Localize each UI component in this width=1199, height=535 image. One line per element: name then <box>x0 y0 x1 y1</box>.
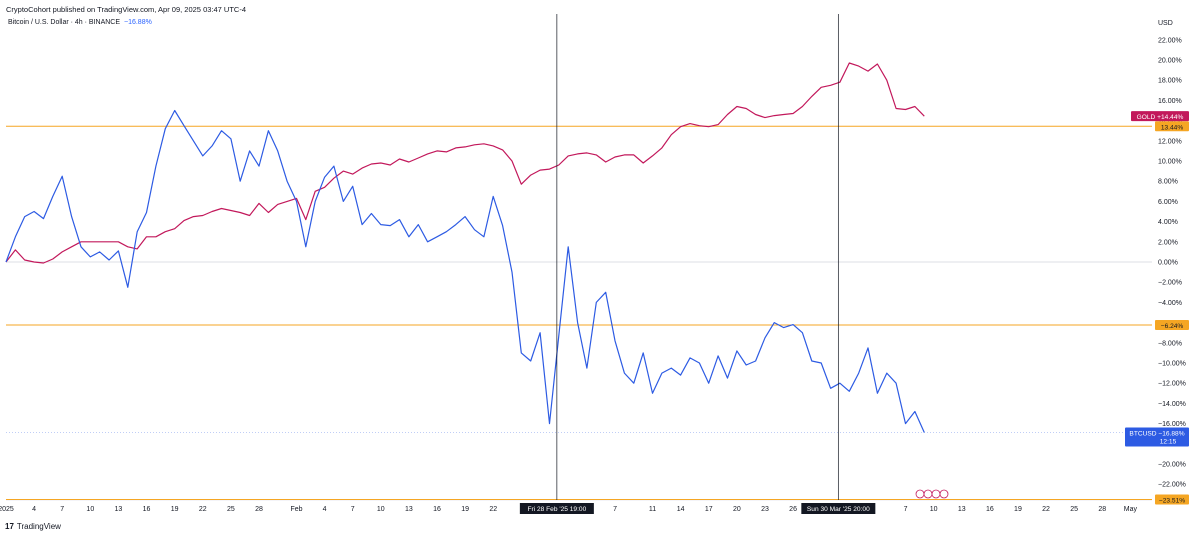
x-tick-label: 4 <box>32 506 36 513</box>
symbol-change: −16.88% <box>123 19 152 26</box>
economic-event-icon <box>923 489 933 499</box>
x-tick-label: 13 <box>405 506 413 513</box>
y-tick-label: −16.00% <box>1158 421 1186 428</box>
series-line-btcusd <box>5 109 925 433</box>
x-tick-label: 19 <box>1014 506 1022 513</box>
symbol-legend[interactable]: Bitcoin / U.S. Dollar · 4h · BINANCE −16… <box>8 19 152 26</box>
y-tick-label: 10.00% <box>1158 159 1182 166</box>
y-tick-label: −22.00% <box>1158 482 1186 489</box>
series-badge-label: BTCUSD −16.88% <box>1129 430 1184 437</box>
y-tick-label: −10.00% <box>1158 361 1186 368</box>
hline-badge <box>1155 320 1189 331</box>
hline-badge <box>1155 494 1189 505</box>
publisher-info: CryptoCohort published on TradingView.co… <box>6 5 246 14</box>
economic-event-icon <box>931 489 941 499</box>
x-tick-label: 25 <box>227 506 235 513</box>
grid-layer <box>6 261 1152 501</box>
y-tick-label: 18.00% <box>1158 78 1182 85</box>
series-line-gold <box>5 62 925 264</box>
hline-badge-label: 13.44% <box>1161 124 1184 131</box>
crosshair-date-label: Sun 30 Mar '25 20:00 <box>807 506 870 513</box>
x-tick-label: 13 <box>115 506 123 513</box>
x-tick-label: 28 <box>1098 506 1106 513</box>
symbol-name: Bitcoin / U.S. Dollar · 4h · BINANCE <box>8 19 121 26</box>
x-tick-label: 10 <box>86 506 94 513</box>
hline-badge-label: −6.24% <box>1161 323 1184 330</box>
x-tick-label: 7 <box>904 506 908 513</box>
y-tick-label: 12.00% <box>1158 138 1182 145</box>
x-tick-label: 26 <box>789 506 797 513</box>
y-tick-label: 20.00% <box>1158 58 1182 65</box>
x-tick-label: 7 <box>613 506 617 513</box>
crosshair-date-badge <box>801 503 876 514</box>
x-tick-label: 2025 <box>0 506 14 513</box>
series-badge-btc <box>1125 427 1189 447</box>
series-badge-label: GOLD +14.44% <box>1137 114 1184 121</box>
x-tick-label: 7 <box>351 506 355 513</box>
x-axis: 2025 4 7 10 13 16 19 22 25 28 Feb 4 7 10 13 16 19 22 7 11 14… <box>0 503 1138 514</box>
x-tick-label: Feb <box>290 506 302 513</box>
y-tick-label: 2.00% <box>1158 239 1178 246</box>
y-axis-unit: USD <box>1158 20 1173 27</box>
economic-event-icon <box>915 489 925 499</box>
y-tick-label: 8.00% <box>1158 179 1178 186</box>
y-tick-label: −4.00% <box>1158 300 1182 307</box>
x-tick-label: May <box>1124 506 1138 513</box>
x-tick-label: 25 <box>1070 506 1078 513</box>
x-tick-label: 28 <box>255 506 263 513</box>
series-badge-gold <box>1131 111 1189 122</box>
price-badges: 13.44% −6.24% −23.51% GOLD +14.44% BTCUSD −1… <box>915 111 1189 505</box>
crosshair-lines <box>556 14 839 500</box>
crosshair-date-label: Fri 28 Feb '25 19:00 <box>527 506 586 513</box>
x-tick-label: 17 <box>705 506 713 513</box>
x-tick-label: 13 <box>958 506 966 513</box>
tradingview-brand: TradingView <box>16 522 61 531</box>
x-tick-label: 19 <box>171 506 179 513</box>
series-layer <box>5 62 925 433</box>
tradingview-logo-icon: 17 <box>5 522 14 531</box>
x-tick-label: 19 <box>461 506 469 513</box>
y-tick-label: 4.00% <box>1158 219 1178 226</box>
horizontal-lines <box>6 125 1152 500</box>
y-tick-label: 6.00% <box>1158 199 1178 206</box>
x-tick-label: 11 <box>649 506 656 513</box>
y-tick-label: −14.00% <box>1158 401 1186 408</box>
x-tick-label: 4 <box>323 506 327 513</box>
y-tick-label: 22.00% <box>1158 37 1182 44</box>
series-badge-timer: 12:15 <box>1160 438 1177 445</box>
x-tick-label: 16 <box>433 506 441 513</box>
x-tick-label: 16 <box>143 506 151 513</box>
y-tick-label: 0.00% <box>1158 260 1178 267</box>
crosshair-date-badge <box>519 503 594 514</box>
y-tick-label: −8.00% <box>1158 340 1182 347</box>
x-tick-label: 22 <box>489 506 497 513</box>
tradingview-footer[interactable]: 17 TradingView <box>5 522 61 531</box>
x-tick-label: 16 <box>986 506 994 513</box>
x-tick-label: 23 <box>761 506 769 513</box>
x-tick-label: 10 <box>377 506 385 513</box>
economic-event-icon <box>939 489 949 499</box>
y-tick-label: −2.00% <box>1158 280 1182 287</box>
hline-badge-label: −23.51% <box>1159 497 1185 504</box>
x-tick-label: 20 <box>733 506 741 513</box>
y-tick-label: 16.00% <box>1158 98 1182 105</box>
x-tick-label: 22 <box>199 506 207 513</box>
y-tick-label: −20.00% <box>1158 462 1186 469</box>
hline-badge <box>1155 121 1189 132</box>
y-tick-label: −12.00% <box>1158 381 1186 388</box>
x-tick-label: 22 <box>1042 506 1050 513</box>
y-axis: USD22.00%20.00%18.00%16.00%14.00%12.00%1… <box>1158 20 1186 489</box>
x-tick-label: 7 <box>60 506 64 513</box>
x-tick-label: 14 <box>677 506 685 513</box>
x-tick-label: 10 <box>930 506 938 513</box>
